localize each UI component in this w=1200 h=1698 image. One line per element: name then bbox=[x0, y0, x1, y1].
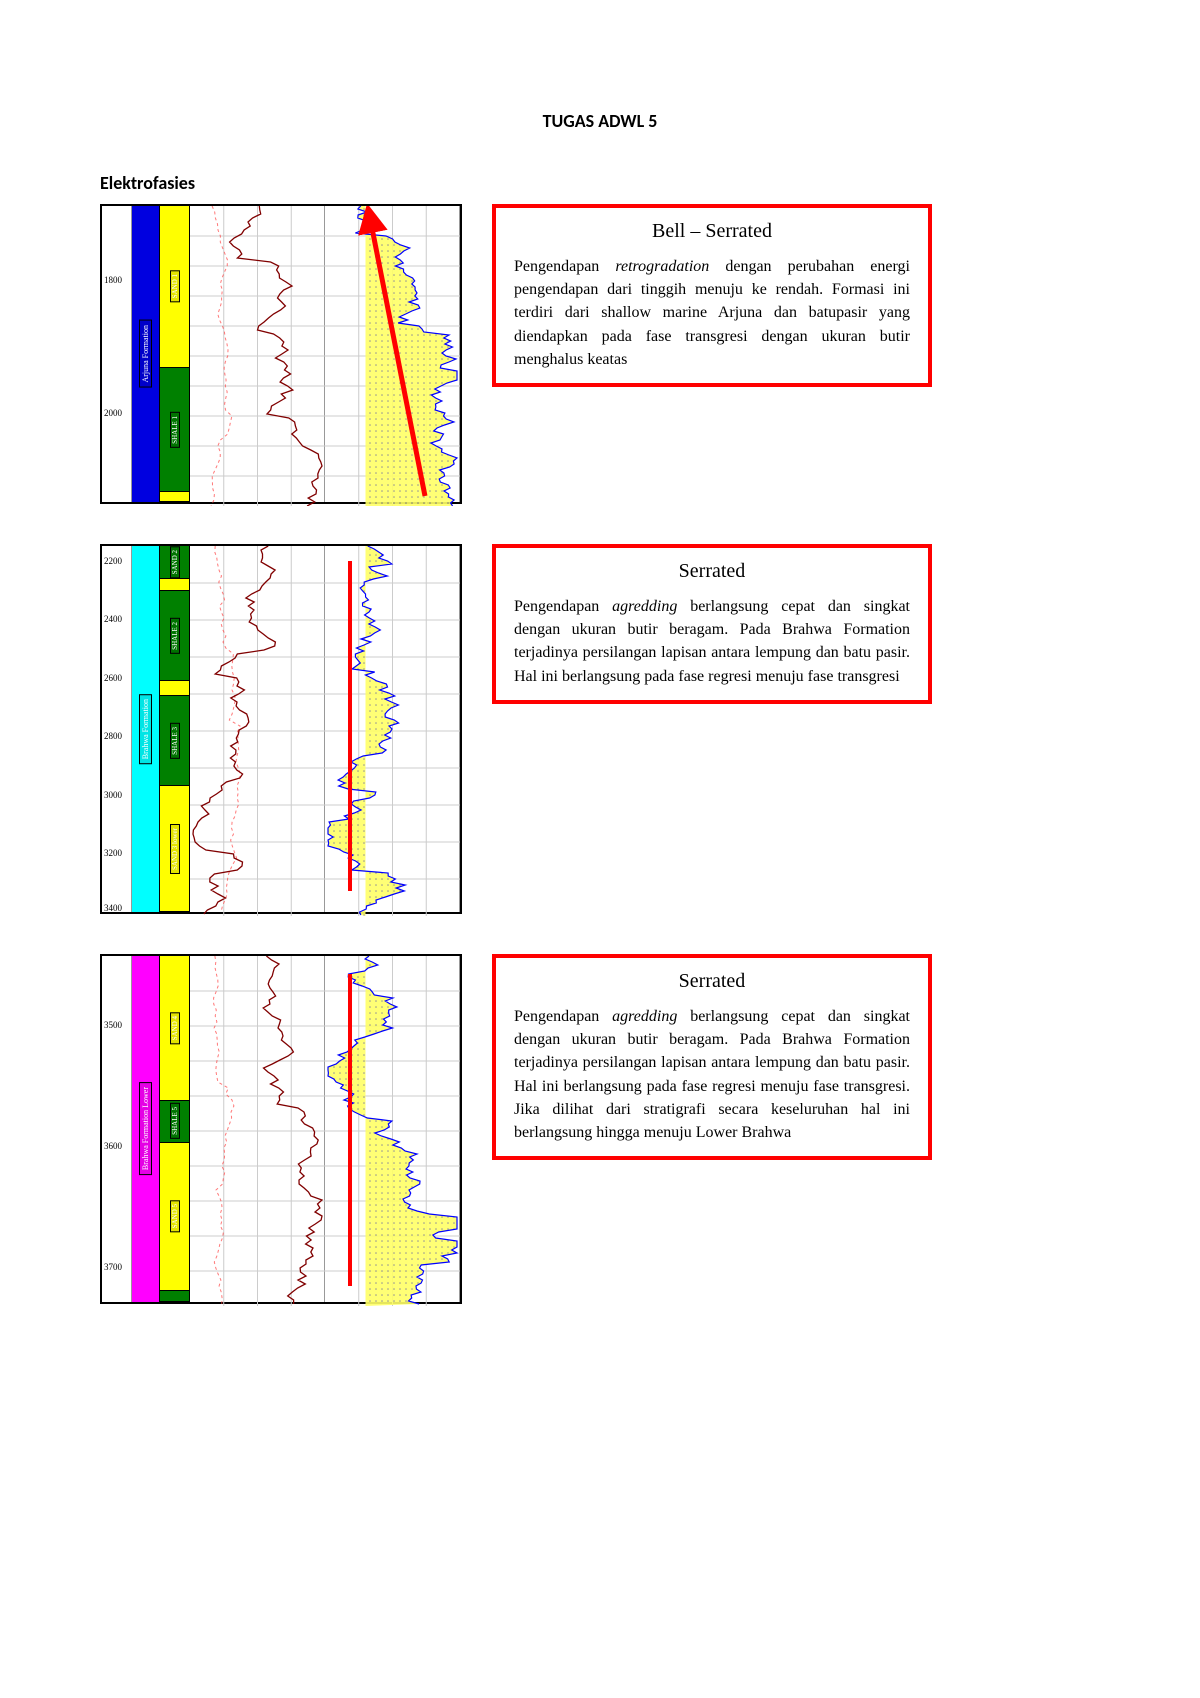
depth-label: 3700 bbox=[104, 1262, 122, 1272]
litho-label: SHALE 2 bbox=[170, 618, 180, 654]
depth-label: 3000 bbox=[104, 790, 122, 800]
panel-row: 3500 3600 3700 Brahwa Formation Lower SAND… bbox=[100, 954, 1100, 1304]
curve-track-a bbox=[190, 206, 325, 502]
litho-block bbox=[160, 579, 189, 591]
description-title: Serrated bbox=[514, 970, 910, 993]
litho-track: SAND 4 SHALE 5 SAND 5 bbox=[160, 956, 190, 1302]
formation-block: Brahwa Formation Lower bbox=[132, 956, 159, 1302]
section-heading: Elektrofasies bbox=[100, 172, 1100, 194]
litho-label: SAND 3 lower bbox=[170, 824, 180, 874]
litho-block bbox=[160, 1291, 189, 1302]
formation-label: Brahwa Formation Lower bbox=[139, 1082, 152, 1175]
depth-label: 2800 bbox=[104, 731, 122, 741]
description-title: Bell – Serrated bbox=[514, 220, 910, 243]
litho-label: SAND 4 bbox=[170, 1012, 180, 1044]
depth-track: 1800 2000 bbox=[102, 206, 132, 502]
formation-block: Arjuna Formation bbox=[132, 206, 159, 502]
formation-track: Brahwa Formation Lower bbox=[132, 956, 160, 1302]
description-body: Pengendapan agredding berlangsung cepat … bbox=[514, 1005, 910, 1144]
depth-label: 2000 bbox=[104, 408, 122, 418]
litho-track: SAND 1 SHALE 1 bbox=[160, 206, 190, 502]
formation-track: Arjuna Formation bbox=[132, 206, 160, 502]
litho-block: SAND 1 bbox=[160, 206, 189, 368]
litho-track: SAND 2 SHALE 2 SHALE 3 SAND 3 lower bbox=[160, 546, 190, 912]
litho-label: SHALE 1 bbox=[170, 412, 180, 448]
formation-label: Brahwa Formation bbox=[139, 694, 152, 764]
litho-block: SAND 2 bbox=[160, 546, 189, 579]
litho-label: SAND 5 bbox=[170, 1200, 180, 1232]
curve-track-b bbox=[325, 546, 460, 912]
depth-track: 2200 2400 2600 2800 3000 3200 3400 bbox=[102, 546, 132, 912]
log-panel: 2200 2400 2600 2800 3000 3200 3400 Brahwa Form… bbox=[100, 544, 462, 914]
litho-block: SAND 5 bbox=[160, 1143, 189, 1291]
litho-block: SHALE 5 bbox=[160, 1101, 189, 1143]
log-panel: 3500 3600 3700 Brahwa Formation Lower SAND… bbox=[100, 954, 462, 1304]
litho-block: SAND 3 lower bbox=[160, 786, 189, 912]
depth-label: 2200 bbox=[104, 556, 122, 566]
litho-label: SHALE 5 bbox=[170, 1103, 180, 1139]
depth-label: 3200 bbox=[104, 848, 122, 858]
description-box: Bell – Serrated Pengendapan retrogradati… bbox=[492, 204, 932, 387]
litho-block: SHALE 3 bbox=[160, 696, 189, 786]
description-box: Serrated Pengendapan agredding berlangsu… bbox=[492, 954, 932, 1160]
description-box: Serrated Pengendapan agredding berlangsu… bbox=[492, 544, 932, 704]
depth-label: 2600 bbox=[104, 673, 122, 683]
litho-label: SHALE 3 bbox=[170, 723, 180, 759]
litho-block: SHALE 2 bbox=[160, 591, 189, 681]
litho-label: SAND 2 bbox=[170, 546, 180, 578]
litho-block bbox=[160, 492, 189, 502]
curve-track-a bbox=[190, 956, 325, 1302]
curve-track-b bbox=[325, 956, 460, 1302]
description-body: Pengendapan agredding berlangsung cepat … bbox=[514, 595, 910, 688]
depth-label: 3400 bbox=[104, 903, 122, 913]
depth-track: 3500 3600 3700 bbox=[102, 956, 132, 1302]
description-title: Serrated bbox=[514, 560, 910, 583]
log-panel: 1800 2000 Arjuna Formation SAND 1 SHALE 1 bbox=[100, 204, 462, 504]
litho-label: SAND 1 bbox=[170, 270, 180, 302]
litho-block bbox=[160, 681, 189, 696]
formation-label: Arjuna Formation bbox=[139, 320, 152, 388]
panel-row: 1800 2000 Arjuna Formation SAND 1 SHALE 1 bbox=[100, 204, 1100, 504]
description-body: Pengendapan retrogradation dengan peruba… bbox=[514, 255, 910, 371]
page-title: TUGAS ADWL 5 bbox=[100, 110, 1100, 132]
depth-label: 3600 bbox=[104, 1141, 122, 1151]
depth-label: 3500 bbox=[104, 1020, 122, 1030]
rows-container: 1800 2000 Arjuna Formation SAND 1 SHALE 1 bbox=[100, 204, 1100, 1304]
formation-track: Brahwa Formation bbox=[132, 546, 160, 912]
curve-track-a bbox=[190, 546, 325, 912]
litho-block: SHALE 1 bbox=[160, 368, 189, 492]
depth-label: 1800 bbox=[104, 275, 122, 285]
formation-block: Brahwa Formation bbox=[132, 546, 159, 912]
litho-block: SAND 4 bbox=[160, 956, 189, 1101]
depth-label: 2400 bbox=[104, 614, 122, 624]
curve-track-b bbox=[325, 206, 460, 502]
panel-row: 2200 2400 2600 2800 3000 3200 3400 Brahwa Form… bbox=[100, 544, 1100, 914]
